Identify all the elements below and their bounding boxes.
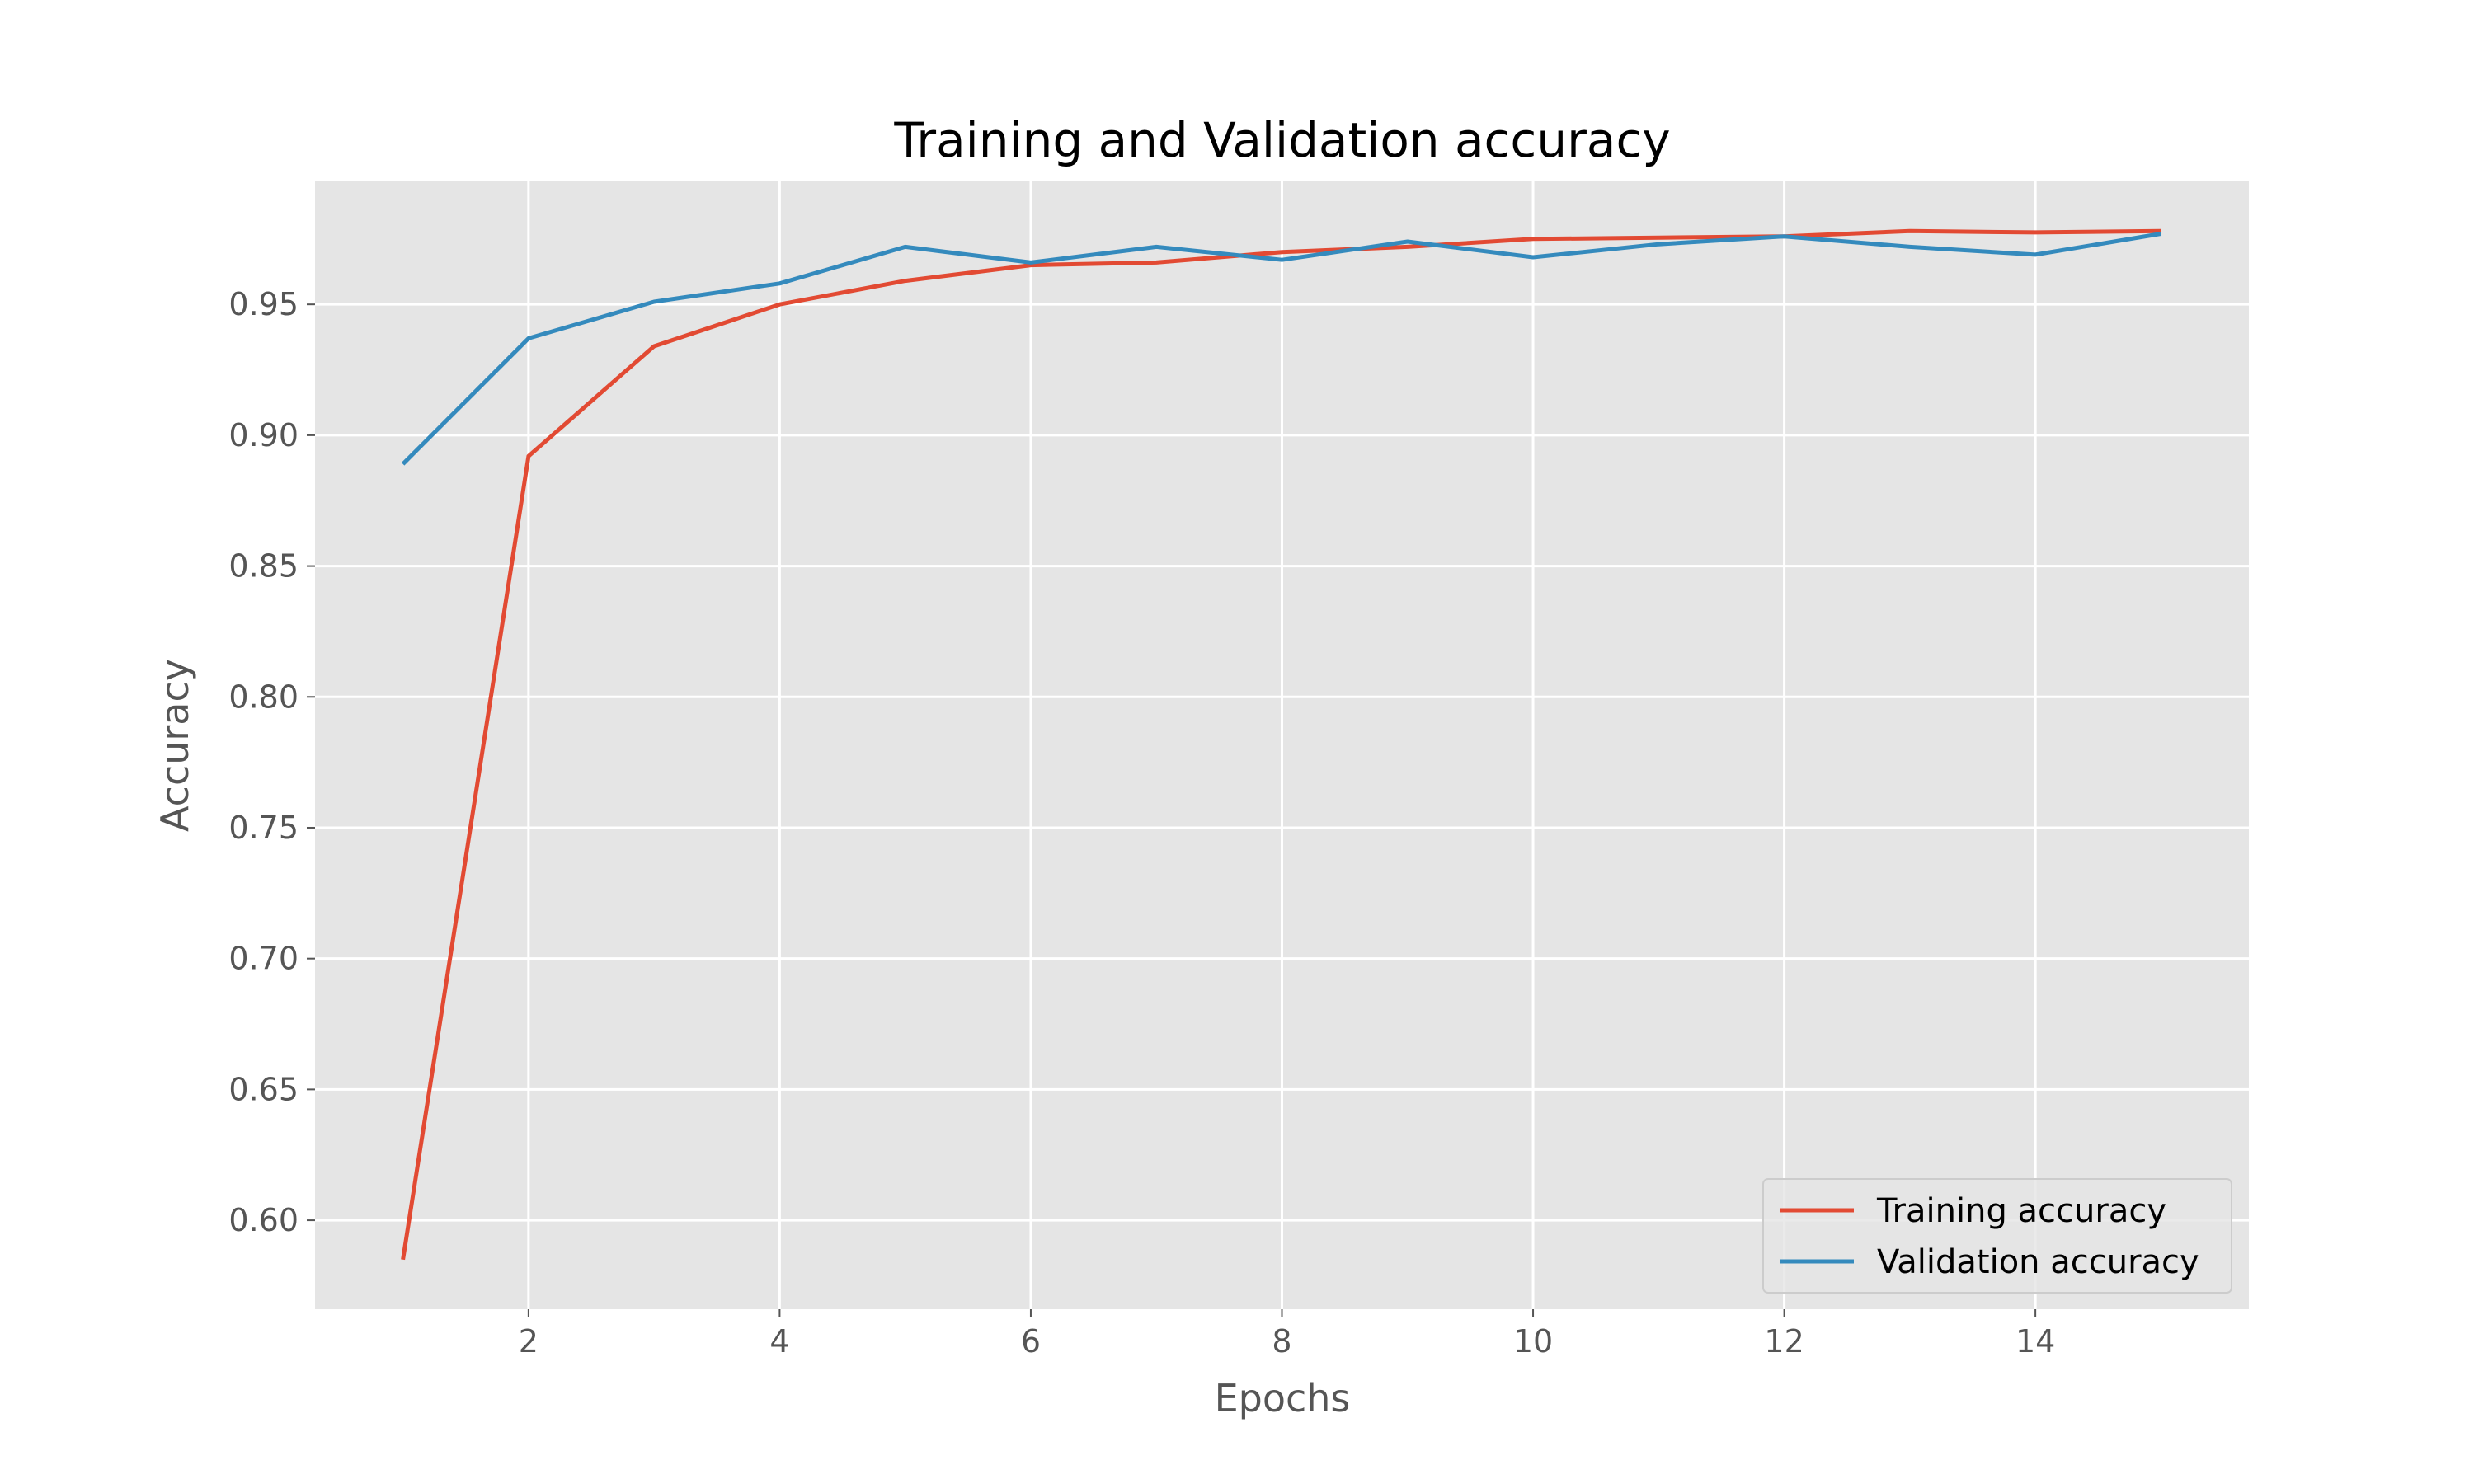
- legend-label-training: Training accuracy: [1876, 1192, 2166, 1230]
- y-tick-label: 0.95: [228, 286, 299, 322]
- chart-title: Training and Validation accuracy: [893, 112, 1670, 168]
- x-tick-label: 14: [2015, 1323, 2055, 1360]
- x-tick-label: 8: [1272, 1323, 1291, 1360]
- x-tick-label: 4: [769, 1323, 789, 1360]
- x-axis-label: Epochs: [1215, 1376, 1351, 1421]
- x-tick-label: 12: [1764, 1323, 1804, 1360]
- y-tick-label: 0.90: [228, 417, 299, 453]
- y-tick-label: 0.85: [228, 548, 299, 585]
- y-axis-label: Accuracy: [153, 659, 197, 832]
- x-tick-label: 2: [519, 1323, 539, 1360]
- y-tick-label: 0.75: [228, 810, 299, 846]
- legend-label-validation: Validation accuracy: [1877, 1243, 2199, 1281]
- legend-box: [1762, 1178, 2232, 1294]
- y-tick-label: 0.70: [228, 941, 299, 977]
- axis-ticks: 2 4 6 8 10 12 14 0.60 0.65 0.70 0.75 0.80 0.85 0.90 0.…: [228, 286, 2055, 1360]
- y-tick-label: 0.80: [228, 679, 299, 715]
- x-tick-label: 10: [1513, 1323, 1553, 1360]
- legend: Training accuracy Validation accuracy: [1762, 1178, 2232, 1294]
- y-tick-label: 0.60: [228, 1202, 299, 1238]
- series-line-validation: [401, 232, 2161, 466]
- series-line-training: [401, 228, 2161, 1261]
- series-lines: [401, 228, 2161, 1261]
- y-tick-label: 0.65: [228, 1071, 299, 1107]
- x-tick-label: 6: [1021, 1323, 1041, 1360]
